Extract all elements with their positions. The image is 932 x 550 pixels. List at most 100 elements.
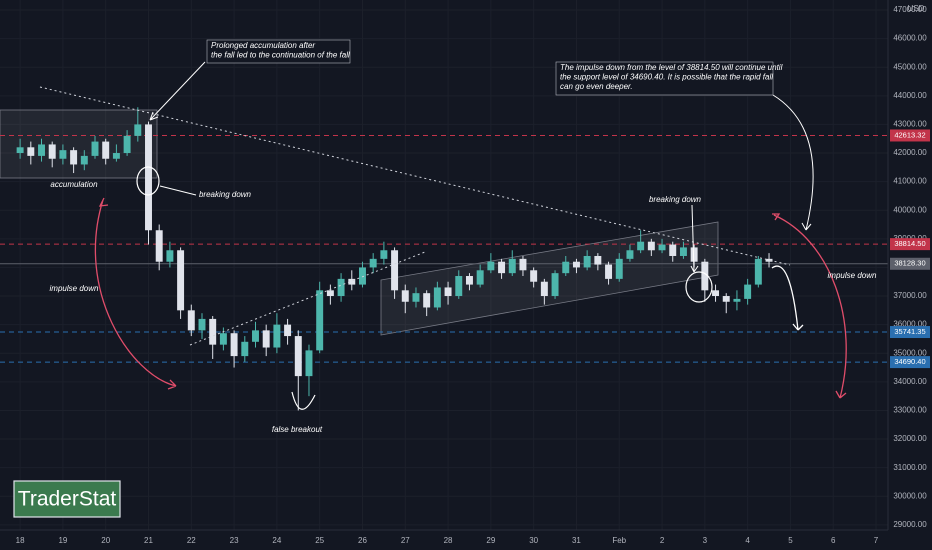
y-tick-label: 40000.00 bbox=[893, 205, 927, 214]
candle-body bbox=[166, 250, 174, 262]
candle-body bbox=[401, 290, 409, 302]
candle-body bbox=[145, 124, 152, 231]
candle-body bbox=[326, 290, 334, 297]
candle-body bbox=[433, 287, 441, 308]
y-tick-label: 43000.00 bbox=[893, 120, 927, 129]
x-tick-label: 2 bbox=[660, 536, 665, 545]
y-tick-label: 33000.00 bbox=[893, 406, 927, 415]
arc bbox=[291, 391, 316, 410]
callout-text: Prolonged accumulation after bbox=[211, 41, 315, 50]
level-label-box bbox=[890, 326, 930, 339]
candle-body bbox=[219, 333, 227, 345]
candle-body bbox=[305, 350, 313, 377]
candle-body bbox=[679, 247, 687, 256]
level-label: 42613.32 bbox=[894, 130, 925, 139]
x-tick-label: 5 bbox=[788, 536, 793, 545]
y-tick-label: 36000.00 bbox=[893, 320, 927, 329]
x-tick-label: 27 bbox=[401, 536, 410, 545]
level-label: 38128.30 bbox=[894, 259, 925, 268]
candle-body bbox=[540, 281, 548, 297]
level-label-box bbox=[890, 238, 930, 251]
x-tick-label: Feb bbox=[612, 536, 626, 545]
y-tick-label: 44000.00 bbox=[893, 91, 927, 100]
level-label: 38814.50 bbox=[894, 239, 925, 248]
logo-box bbox=[13, 480, 121, 518]
x-tick-label: 18 bbox=[16, 536, 25, 545]
candle-body bbox=[669, 244, 677, 256]
forecast-arrow bbox=[771, 265, 804, 331]
candle-body bbox=[487, 261, 495, 271]
candle-body bbox=[337, 278, 345, 297]
x-tick-label: 30 bbox=[529, 536, 538, 545]
level-label: 35741.35 bbox=[894, 327, 925, 336]
candle-body bbox=[369, 258, 377, 268]
candle-body bbox=[423, 293, 431, 308]
candle-body bbox=[615, 258, 623, 279]
level-label-box bbox=[890, 257, 930, 270]
annotation: false breakout bbox=[272, 425, 323, 434]
callout-box bbox=[206, 39, 351, 64]
x-tick-label: 20 bbox=[101, 536, 110, 545]
candle-body bbox=[765, 258, 773, 262]
circle bbox=[136, 166, 160, 196]
trend-line bbox=[39, 86, 791, 266]
candle-body bbox=[241, 341, 249, 357]
candle-body bbox=[59, 150, 67, 159]
level-label: 34690.40 bbox=[894, 357, 925, 366]
candle-body bbox=[754, 258, 762, 285]
candle-body bbox=[572, 261, 580, 268]
logo: TraderStat bbox=[18, 488, 117, 511]
candle-body bbox=[80, 155, 88, 165]
x-tick-label: 21 bbox=[144, 536, 153, 545]
x-tick-label: 7 bbox=[874, 536, 879, 545]
callout-text: the fall led to the continuation of the … bbox=[211, 51, 350, 60]
candle-body bbox=[583, 255, 591, 268]
candle-body bbox=[551, 273, 559, 297]
callout-text: The impulse down from the level of 38814… bbox=[560, 63, 783, 72]
level-label-box bbox=[890, 356, 930, 369]
candle-body bbox=[273, 324, 281, 348]
annotation: impulse down bbox=[50, 284, 99, 293]
candle-body bbox=[70, 150, 78, 165]
candle-body bbox=[444, 287, 452, 297]
callout-text: the support level of 34690.40. It is pos… bbox=[560, 73, 773, 82]
y-tick-label: 45000.00 bbox=[893, 62, 927, 71]
x-tick-label: 4 bbox=[745, 536, 750, 545]
x-tick-label: 25 bbox=[315, 536, 324, 545]
candle-body bbox=[701, 261, 709, 291]
candle-body bbox=[658, 244, 666, 251]
support-line bbox=[189, 251, 426, 346]
candle-body bbox=[690, 247, 698, 262]
candle-body bbox=[209, 318, 217, 345]
candle-body bbox=[519, 258, 527, 271]
candle-body bbox=[177, 250, 185, 311]
candle-body bbox=[733, 298, 741, 302]
candle-body bbox=[530, 270, 538, 282]
y-tick-label: 35000.00 bbox=[893, 348, 927, 357]
candle-body bbox=[91, 141, 99, 156]
x-tick-label: 3 bbox=[703, 536, 708, 545]
callout-arrow bbox=[772, 94, 814, 231]
callout-arrow bbox=[149, 61, 206, 121]
candle-body bbox=[134, 124, 142, 136]
candle-body bbox=[594, 255, 602, 265]
axes: 29000.00 30000.00 31000.00 32000.00 33000.00… bbox=[16, 5, 930, 545]
candle-body bbox=[722, 296, 730, 302]
callout-box bbox=[555, 61, 774, 96]
candle-body bbox=[626, 250, 634, 259]
grid bbox=[0, 0, 888, 530]
candle-body bbox=[348, 278, 356, 285]
x-tick-label: 24 bbox=[272, 536, 281, 545]
candles bbox=[16, 107, 773, 411]
y-tick-label: 30000.00 bbox=[893, 491, 927, 500]
candle-body bbox=[498, 261, 506, 274]
x-tick-label: 23 bbox=[230, 536, 239, 545]
candle-body bbox=[284, 324, 292, 337]
level-label-box bbox=[890, 129, 930, 142]
candle-body bbox=[48, 144, 56, 159]
y-tick-label: 32000.00 bbox=[893, 434, 927, 443]
x-tick-label: 22 bbox=[187, 536, 196, 545]
candle-body bbox=[112, 153, 120, 159]
